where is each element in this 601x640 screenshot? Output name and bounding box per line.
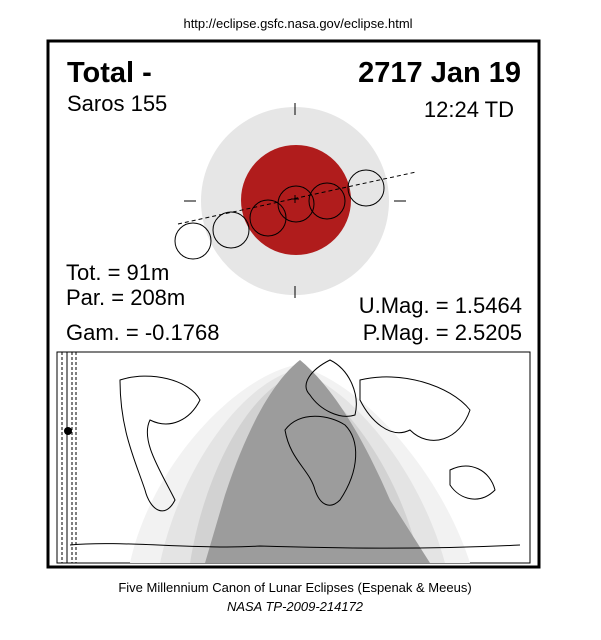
time: 12:24 TD <box>424 97 514 122</box>
eclipse-date: 2717 Jan 19 <box>358 57 521 89</box>
penumbral-magnitude: P.Mag. = 2.5205 <box>363 320 522 345</box>
par-duration: Par. = 208m <box>66 285 185 310</box>
url: http://eclipse.gsfc.nasa.gov/eclipse.htm… <box>183 16 412 31</box>
footer-ref: NASA TP-2009-214172 <box>227 599 364 614</box>
footer-title: Five Millennium Canon of Lunar Eclipses … <box>118 580 471 595</box>
shadow-diagram <box>174 103 417 298</box>
eclipse-type: Total - <box>67 57 152 89</box>
saros: Saros 155 <box>67 91 167 116</box>
gamma: Gam. = -0.1768 <box>66 320 219 345</box>
tot-duration: Tot. = 91m <box>66 260 169 285</box>
world-map <box>56 351 531 564</box>
umbral-magnitude: U.Mag. = 1.5464 <box>359 293 522 318</box>
